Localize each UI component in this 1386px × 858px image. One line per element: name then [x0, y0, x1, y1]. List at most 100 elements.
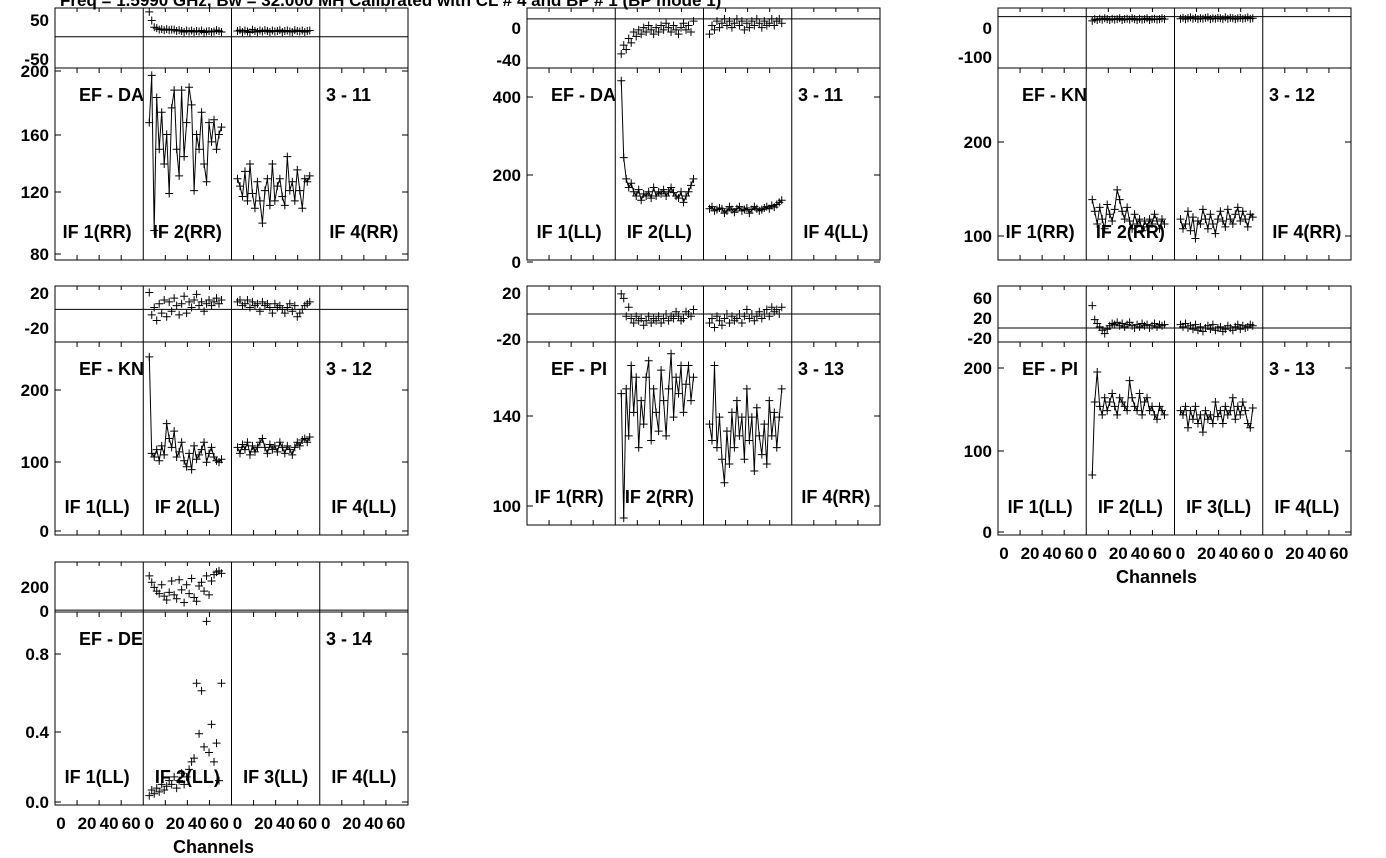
phase-point — [157, 580, 166, 589]
amplitude-point — [1216, 406, 1225, 415]
amplitude-point — [717, 455, 726, 464]
amplitude-point — [1110, 402, 1119, 411]
amplitude-point — [190, 186, 199, 195]
amplitude-tick-label: 200 — [964, 359, 992, 378]
channel-tick-label: 0 — [233, 814, 242, 833]
amplitude-point — [268, 160, 277, 168]
phase-point — [245, 303, 254, 312]
amplitude-point — [212, 739, 221, 748]
phase-point — [205, 590, 214, 599]
if-label: IF 4(LL) — [803, 222, 868, 242]
amplitude-point — [215, 130, 224, 139]
phase-point — [162, 595, 171, 604]
figure-title: Freq = 1.5990 GHz, Bw = 32.000 MH Calibr… — [60, 0, 721, 10]
phase-point — [167, 307, 176, 316]
amplitude-point — [659, 185, 668, 194]
amplitude-point — [1208, 219, 1217, 228]
amplitude-point — [1130, 402, 1139, 411]
amplitude-point — [617, 76, 626, 85]
amplitude-point — [617, 389, 626, 398]
amplitude-point — [217, 123, 226, 132]
amplitude-point — [644, 187, 653, 196]
amplitude-point — [1090, 398, 1099, 407]
baseline-plot: 20 -20 200 100 0 EF - KN 3 - 12 IF 1(LL) IF 2(LL… — [21, 284, 409, 541]
amplitude-point — [195, 145, 204, 154]
amplitude-point — [669, 413, 678, 422]
amplitude-point — [1088, 195, 1097, 204]
amplitude-point — [250, 204, 259, 213]
phase-point — [217, 569, 226, 578]
phase-point — [775, 14, 784, 23]
phase-point — [742, 19, 751, 28]
amplitude-point — [770, 408, 779, 417]
phase-point — [255, 307, 264, 316]
amplitude-point — [217, 455, 226, 464]
phase-point — [177, 585, 186, 594]
phase-point — [720, 14, 729, 23]
amplitude-point — [1178, 224, 1187, 233]
amplitude-point — [202, 458, 211, 467]
phase-point — [305, 297, 314, 306]
amplitude-point — [1183, 207, 1192, 216]
phase-point — [167, 576, 176, 585]
amplitude-point — [195, 729, 204, 738]
amplitude-point — [1133, 406, 1142, 415]
amplitude-point — [1236, 410, 1245, 419]
amplitude-point — [210, 757, 219, 766]
amplitude-point — [157, 780, 166, 789]
amplitude-point — [1208, 419, 1217, 428]
amplitude-point — [1221, 402, 1230, 411]
amplitude-point — [298, 204, 307, 213]
phase-point — [152, 316, 161, 325]
amplitude-point — [1198, 205, 1207, 214]
amplitude-point — [654, 427, 663, 436]
amplitude-point — [1153, 217, 1162, 226]
channel-tick-label: 0 — [56, 814, 65, 833]
amplitude-point — [157, 108, 166, 117]
amplitude-point — [657, 189, 666, 198]
amplitude-point — [288, 450, 297, 459]
amplitude-point — [192, 455, 201, 464]
amplitude-point — [1098, 215, 1107, 224]
phase-point — [217, 28, 226, 36]
amplitude-point — [1128, 224, 1137, 233]
phase-point — [652, 23, 661, 32]
amplitude-point — [712, 443, 721, 452]
amplitude-point — [1123, 203, 1132, 212]
antenna-pair-label: 3 - 13 — [1269, 359, 1315, 379]
amplitude-point — [677, 187, 686, 196]
phase-point — [732, 314, 741, 323]
amplitude-point — [1133, 219, 1142, 228]
amplitude-point — [737, 413, 746, 422]
phase-tick-label: -20 — [496, 330, 521, 349]
phase-point — [1248, 14, 1257, 23]
amplitude-point — [667, 183, 676, 192]
phase-point — [707, 21, 716, 30]
channel-tick-label: 40 — [1219, 544, 1238, 563]
amplitude-point — [745, 436, 754, 445]
channel-tick-label: 20 — [1197, 544, 1216, 563]
phase-point — [170, 294, 179, 303]
phase-point — [727, 23, 736, 32]
amplitude-point — [187, 100, 196, 109]
phase-point — [669, 21, 678, 30]
amplitude-point — [1125, 376, 1134, 385]
phase-point — [715, 23, 724, 32]
amplitude-point — [622, 174, 631, 183]
amplitude-point — [233, 443, 242, 452]
amplitude-point — [265, 201, 274, 210]
amplitude-point — [1218, 419, 1227, 428]
amplitude-point — [1181, 219, 1190, 228]
phase-point — [657, 318, 666, 327]
phase-point — [627, 314, 636, 323]
phase-point — [689, 17, 698, 26]
phase-point — [717, 19, 726, 28]
phase-point — [627, 38, 636, 47]
amplitude-tick-label: 0 — [512, 253, 521, 272]
amplitude-point — [1143, 393, 1152, 402]
phase-point — [767, 14, 776, 23]
amplitude-point — [245, 160, 254, 168]
phase-point — [710, 25, 719, 34]
amplitude-point — [202, 617, 211, 626]
